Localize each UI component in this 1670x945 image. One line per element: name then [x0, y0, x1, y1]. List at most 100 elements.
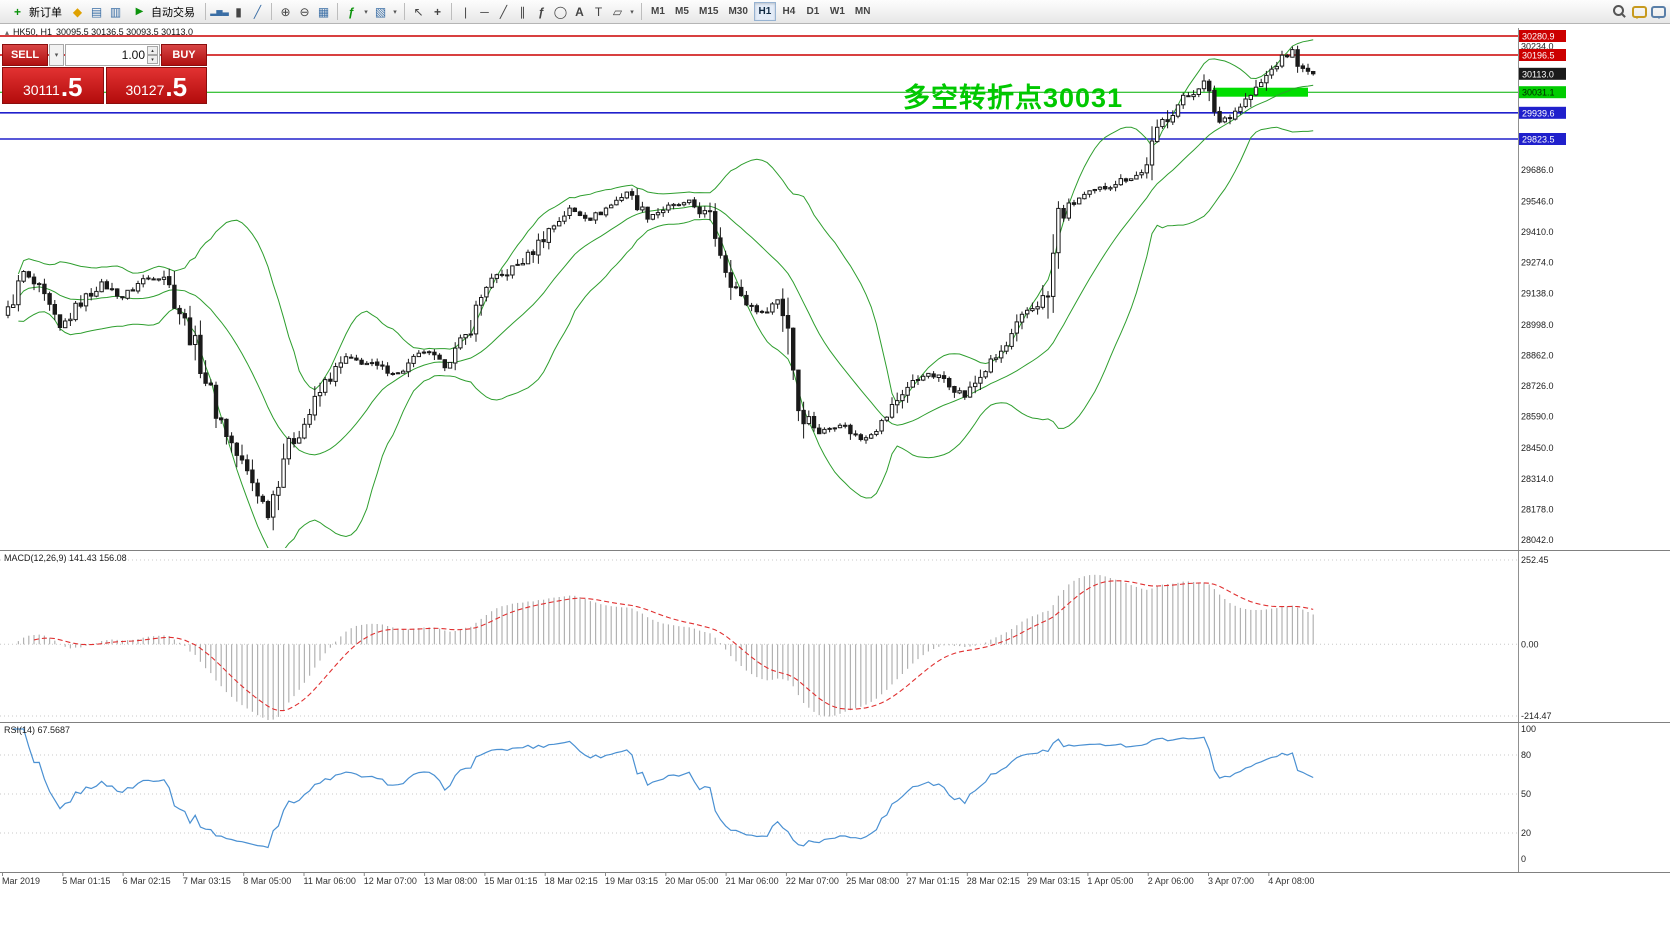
svg-text:2 Apr 06:00: 2 Apr 06:00	[1148, 876, 1194, 886]
autotrading-button[interactable]: ▶ 自动交易	[126, 2, 200, 22]
sell-button[interactable]: SELL	[2, 44, 48, 66]
sell-price: 30111	[22, 82, 60, 98]
svg-text:22 Mar 07:00: 22 Mar 07:00	[786, 876, 839, 886]
buy-price-button[interactable]: 30127 .5	[105, 67, 207, 104]
svg-text:25 Mar 08:00: 25 Mar 08:00	[846, 876, 899, 886]
text-icon[interactable]: A	[575, 4, 584, 19]
buy-button[interactable]: BUY	[161, 44, 207, 66]
svg-text:29686.0: 29686.0	[1521, 165, 1554, 175]
svg-text:20: 20	[1521, 828, 1531, 838]
dropdown-arrow-icon[interactable]: ▾	[393, 8, 397, 16]
vertical-line-icon[interactable]: |	[463, 4, 468, 19]
tf-H1[interactable]: H1	[753, 2, 776, 21]
ellipse-icon[interactable]: ◯	[553, 4, 568, 19]
tf-W1[interactable]: W1	[826, 2, 849, 21]
community-icon[interactable]	[1649, 4, 1666, 20]
svg-text:50: 50	[1521, 789, 1531, 799]
crosshair-icon[interactable]: +	[433, 4, 441, 19]
tf-M15[interactable]: M15	[695, 2, 722, 21]
volume-up-button[interactable]: ▴	[147, 46, 158, 55]
sell-price-pips: .5	[60, 72, 83, 102]
rsi-panel	[0, 728, 1518, 849]
svg-text:5 Mar 01:15: 5 Mar 01:15	[62, 876, 110, 886]
market-watch-icon[interactable]: ◆	[72, 4, 83, 19]
indicators-icon[interactable]: ƒ	[348, 4, 355, 19]
svg-text:-214.47: -214.47	[1521, 711, 1552, 721]
svg-text:11 Mar 06:00: 11 Mar 06:00	[304, 876, 356, 886]
svg-text:28178.0: 28178.0	[1521, 504, 1554, 514]
candlestick-chart-icon[interactable]: ▮	[235, 4, 242, 19]
chat-icon[interactable]	[1630, 4, 1647, 20]
channel-icon[interactable]: ∥	[519, 4, 526, 19]
volume-field[interactable]: 1.00 ▴ ▾	[65, 44, 160, 66]
bar-chart-icon[interactable]: ▂▅▃	[210, 6, 229, 16]
dropdown-arrow-icon[interactable]: ▾	[364, 8, 368, 16]
volume-down-button[interactable]: ▾	[147, 55, 158, 64]
autotrading-label: 自动交易	[151, 6, 195, 19]
candles-layer	[5, 45, 1316, 531]
rsi-label: RSI(14)	[4, 725, 36, 735]
svg-text:Mar 2019: Mar 2019	[2, 876, 40, 886]
svg-text:18 Mar 02:15: 18 Mar 02:15	[545, 876, 598, 886]
navigator-icon[interactable]: ▥	[109, 4, 122, 19]
fibonacci-icon[interactable]: ƒ	[538, 4, 545, 19]
new-order-icon: +	[13, 4, 21, 19]
toolbar-separator	[271, 3, 272, 20]
toolbar-separator	[205, 3, 206, 20]
support-zone-bar[interactable]	[1213, 87, 1308, 97]
svg-text:1 Apr 05:00: 1 Apr 05:00	[1087, 876, 1133, 886]
line-chart-icon[interactable]: ╱	[253, 4, 262, 19]
svg-text:4 Apr 08:00: 4 Apr 08:00	[1268, 876, 1314, 886]
search-icon[interactable]	[1611, 4, 1628, 20]
level-lines-layer	[0, 35, 1518, 140]
tf-D1[interactable]: D1	[802, 2, 824, 21]
svg-text:21 Mar 06:00: 21 Mar 06:00	[726, 876, 779, 886]
svg-text:28 Mar 02:15: 28 Mar 02:15	[967, 876, 1020, 886]
bollinger-bands	[17, 39, 1314, 548]
horizontal-line-icon[interactable]: ─	[480, 4, 489, 19]
svg-text:28726.0: 28726.0	[1521, 381, 1554, 391]
svg-text:19 Mar 03:15: 19 Mar 03:15	[605, 876, 658, 886]
svg-text:27 Mar 01:15: 27 Mar 01:15	[907, 876, 960, 886]
trendline-icon[interactable]: ╱	[499, 4, 508, 19]
svg-text:8 Mar 05:00: 8 Mar 05:00	[243, 876, 291, 886]
data-window-icon[interactable]: ▤	[90, 4, 103, 19]
label-icon[interactable]: T	[594, 4, 603, 19]
svg-text:7 Mar 03:15: 7 Mar 03:15	[183, 876, 231, 886]
new-order-button[interactable]: + 新订单	[4, 2, 67, 22]
tf-H4[interactable]: H4	[778, 2, 800, 21]
macd-panel	[0, 559, 1518, 720]
tf-M1[interactable]: M1	[647, 2, 669, 21]
price-scale[interactable]: 30234.0 29686.0 29546.0 29410.0 29274.0 29138…	[1519, 30, 1566, 864]
volume-value: 1.00	[121, 48, 145, 62]
tile-windows-icon[interactable]: ▦	[317, 4, 330, 19]
sell-price-button[interactable]: 30111 .5	[2, 67, 104, 104]
zoom-in-icon[interactable]: ⊕	[280, 4, 291, 19]
new-order-label: 新订单	[29, 6, 62, 19]
svg-text:13 Mar 08:00: 13 Mar 08:00	[424, 876, 477, 886]
svg-text:28590.0: 28590.0	[1521, 412, 1554, 422]
volume-dropdown-button[interactable]: ▾	[49, 44, 64, 66]
templates-icon[interactable]: ▧	[374, 4, 387, 19]
dropdown-arrow-icon[interactable]: ▾	[630, 8, 634, 16]
svg-text:80: 80	[1521, 750, 1531, 760]
chart-canvas[interactable]: 30234.0 29686.0 29546.0 29410.0 29274.0 29138…	[0, 24, 1670, 945]
svg-text:0.00: 0.00	[1521, 639, 1539, 649]
svg-text:20 Mar 05:00: 20 Mar 05:00	[665, 876, 718, 886]
macd-header: MACD(12,26,9) 141.43 156.08	[4, 553, 127, 563]
svg-text:28998.0: 28998.0	[1521, 320, 1554, 330]
time-axis[interactable]: Mar 2019 5 Mar 01:15 6 Mar 02:15 7 Mar 03:1…	[2, 872, 1314, 887]
svg-text:29 Mar 03:15: 29 Mar 03:15	[1027, 876, 1080, 886]
svg-text:29546.0: 29546.0	[1521, 196, 1554, 206]
tf-M5[interactable]: M5	[671, 2, 693, 21]
cursor-icon[interactable]: ↖	[413, 4, 424, 19]
tf-M30[interactable]: M30	[724, 2, 751, 21]
zoom-out-icon[interactable]: ⊖	[299, 4, 310, 19]
shapes-icon[interactable]: ▱	[612, 4, 623, 19]
svg-text:28862.0: 28862.0	[1521, 350, 1554, 360]
tf-MN[interactable]: MN	[851, 2, 875, 21]
collapse-arrow-icon[interactable]: ▴	[5, 27, 10, 37]
chart-header: ▴ HK50, H1 30095.5 30136.5 30093.5 30113…	[5, 27, 193, 37]
toolbar-separator	[451, 3, 452, 20]
svg-text:252.45: 252.45	[1521, 555, 1549, 565]
